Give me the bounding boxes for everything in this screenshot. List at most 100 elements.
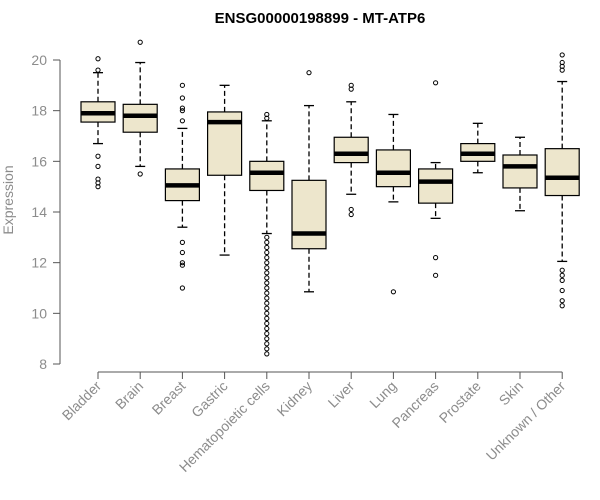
outlier-point — [264, 255, 270, 261]
outlier-point — [348, 82, 354, 88]
outlier-point — [179, 262, 185, 268]
box-group — [418, 80, 454, 278]
outlier-point — [179, 95, 185, 101]
outlier-point — [179, 118, 185, 124]
outlier-point — [433, 272, 439, 278]
y-axis-label: Expression — [0, 165, 16, 234]
outlier-point — [264, 280, 270, 286]
outlier-point — [264, 285, 270, 291]
outlier-point — [559, 277, 565, 283]
outlier-point — [264, 300, 270, 306]
y-tick-label: 8 — [39, 356, 47, 372]
outlier-point — [179, 285, 185, 291]
outlier-point — [559, 303, 565, 309]
outlier-point — [559, 59, 565, 66]
chart-title: ENSG00000198899 - MT-ATP6 — [215, 10, 426, 27]
iqr-box — [502, 154, 538, 189]
outlier-point — [95, 163, 101, 169]
outlier-point — [179, 108, 185, 114]
y-tick-label: 20 — [31, 52, 47, 68]
box-group — [80, 56, 116, 190]
outlier-point — [264, 351, 270, 357]
outlier-point — [559, 52, 565, 58]
outlier-point — [306, 70, 312, 76]
y-tick-label: 12 — [31, 255, 47, 271]
outlier-point — [264, 260, 270, 266]
outlier-point — [264, 275, 270, 281]
x-tick-label: Prostate — [436, 378, 484, 426]
outlier-point — [95, 67, 101, 73]
box-group — [249, 111, 285, 357]
outlier-point — [264, 244, 270, 251]
outlier-point — [433, 80, 439, 86]
outlier-point — [264, 331, 270, 337]
iqr-box — [544, 148, 580, 197]
y-tick-label: 10 — [31, 305, 47, 321]
outlier-point — [264, 290, 270, 296]
outlier-point — [179, 105, 185, 111]
outlier-point — [137, 39, 143, 45]
box-group — [122, 39, 158, 177]
plot-area — [80, 39, 580, 357]
box-group — [207, 84, 243, 256]
x-tick-label: Liver — [325, 378, 358, 411]
outlier-point — [264, 234, 270, 240]
outlier-point — [95, 56, 101, 62]
outlier-point — [264, 239, 270, 245]
box-group — [460, 122, 496, 174]
outlier-point — [264, 325, 270, 332]
outlier-point — [390, 289, 396, 295]
outlier-point — [179, 249, 185, 256]
iqr-box — [418, 168, 454, 204]
x-tick-label: Brain — [112, 378, 146, 412]
x-tick-label: Skin — [496, 378, 527, 409]
iqr-box — [249, 160, 285, 192]
outlier-point — [179, 260, 185, 266]
outlier-point — [559, 298, 565, 304]
outlier-point — [559, 267, 565, 273]
outlier-point — [264, 305, 270, 311]
outlier-point — [179, 82, 185, 88]
box-group — [375, 113, 411, 295]
box-group — [164, 82, 200, 291]
iqr-box — [333, 136, 369, 164]
y-tick-label: 14 — [31, 204, 47, 220]
iqr-box — [122, 103, 158, 133]
outlier-point — [264, 341, 270, 347]
outlier-point — [264, 320, 270, 327]
box-group — [333, 82, 369, 218]
outlier-point — [137, 171, 143, 177]
outlier-point — [264, 111, 270, 118]
outlier-point — [179, 239, 185, 245]
outlier-point — [264, 346, 270, 352]
outlier-point — [559, 287, 565, 294]
outlier-point — [433, 255, 439, 261]
box-group — [502, 136, 538, 212]
outlier-point — [264, 265, 270, 271]
outlier-point — [264, 249, 270, 256]
y-axis: 8 10 12 14 16 18 20 — [31, 52, 61, 372]
iqr-box — [375, 149, 411, 188]
outlier-point — [264, 336, 270, 342]
outlier-point — [95, 153, 101, 159]
iqr-box — [291, 179, 327, 250]
outlier-point — [348, 211, 354, 218]
x-tick-label: Pancreas — [389, 378, 442, 431]
outlier-point — [264, 270, 270, 276]
outlier-point — [348, 206, 354, 213]
x-tick-label: Lung — [366, 378, 399, 411]
outlier-point — [559, 272, 565, 278]
x-tick-label: Kidney — [274, 378, 316, 420]
y-tick-label: 16 — [31, 153, 47, 169]
outlier-point — [264, 315, 270, 321]
x-tick-label: Unknown / Other — [483, 378, 569, 464]
outlier-point — [264, 310, 270, 316]
box-group — [291, 70, 327, 293]
y-tick-label: 18 — [31, 103, 47, 119]
outlier-point — [95, 176, 101, 182]
x-tick-label: Bladder — [59, 378, 105, 424]
outlier-point — [264, 295, 270, 301]
box-group — [544, 52, 580, 309]
